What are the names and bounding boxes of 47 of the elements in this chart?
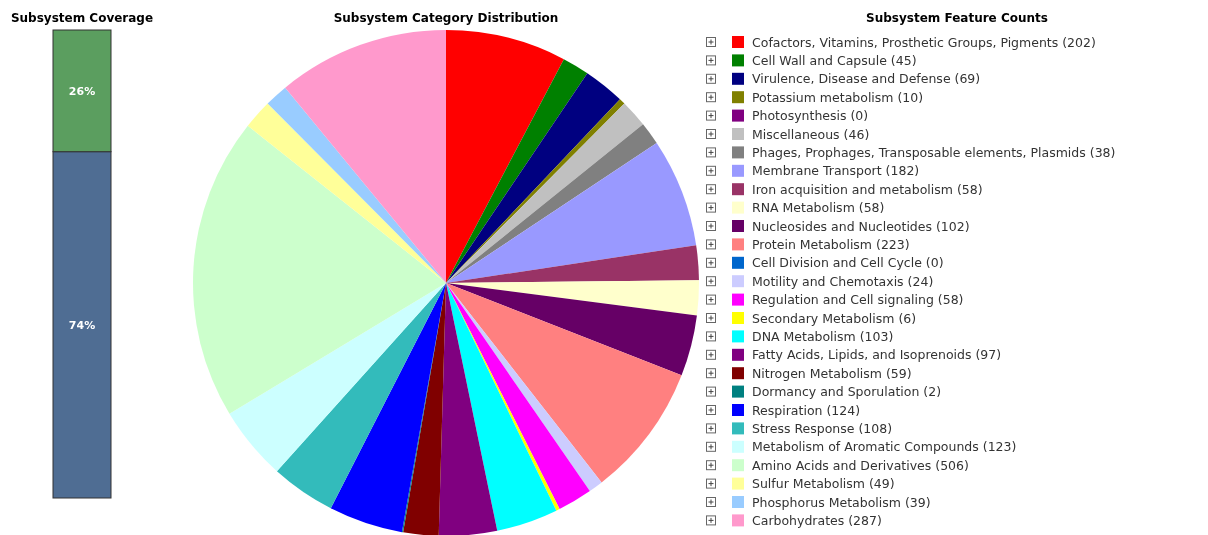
legend-label: Cell Wall and Capsule (45) <box>752 52 917 68</box>
pie-slice <box>330 283 446 533</box>
legend-label: Metabolism of Aromatic Compounds (123) <box>752 439 1017 455</box>
pie-slice <box>446 283 682 483</box>
pie-slice <box>446 142 697 283</box>
pie-slice <box>438 283 498 535</box>
data-label: 74% <box>68 318 96 332</box>
legend-label: Stress Response (108) <box>752 420 893 436</box>
legend-label: DNA Metabolism (103) <box>752 328 894 344</box>
legend-label: Miscellaneous (46) <box>752 126 870 142</box>
legend-title: Subsystem Feature Counts <box>866 11 1048 25</box>
legend-label: Secondary Metabolism (6) <box>752 310 917 326</box>
legend-label: Amino Acids and Derivatives (506) <box>752 457 969 473</box>
pie-slice <box>446 59 588 283</box>
pie-slice <box>446 283 697 376</box>
pie-slice <box>285 30 446 283</box>
pie-slice <box>446 245 699 283</box>
data-label: 26% <box>68 84 96 98</box>
legend-label: Nitrogen Metabolism (59) <box>752 365 912 381</box>
legend-label: Regulation and Cell signaling (58) <box>752 292 964 308</box>
legend-label: Potassium metabolism (10) <box>752 89 924 105</box>
pie-slice <box>276 283 446 509</box>
legend-label: Photosynthesis (0) <box>752 108 869 124</box>
legend-label: Phosphorus Metabolism (39) <box>752 494 931 510</box>
legend-label: Nucleosides and Nucleotides (102) <box>752 218 970 234</box>
legend-label: Fatty Acids, Lipids, and Isoprenoids (97) <box>752 347 1002 363</box>
legend-label: Respiration (124) <box>752 402 861 418</box>
legend-label: Cell Division and Cell Cycle (0) <box>752 255 944 271</box>
legend-label: Carbohydrates (287) <box>752 512 882 528</box>
legend-label: Motility and Chemotaxis (24) <box>752 273 934 289</box>
pie-slice <box>446 124 657 283</box>
pie-slice <box>247 103 446 283</box>
legend-label: Dormancy and Sporulation (2) <box>752 384 942 400</box>
legend-label: Cofactors, Vitamins, Prosthetic Groups, Pigments (202) <box>752 34 1096 50</box>
pie-slice <box>446 30 564 283</box>
pie-slice <box>193 125 446 414</box>
pie-slice <box>267 87 446 283</box>
chart-title: Subsystem Category Distribution <box>333 11 559 25</box>
legend-label: Protein Metabolism (223) <box>752 236 910 252</box>
chart-title: Subsystem Coverage <box>10 11 154 25</box>
legend-label: RNA Metabolism (58) <box>752 200 885 216</box>
legend-label: Virulence, Disease and Defense (69) <box>752 71 981 87</box>
pie-slice <box>229 283 446 472</box>
legend-label: Phages, Prophages, Transposable elements, Plasmids (38) <box>752 144 1116 160</box>
legend-label: Iron acquisition and metabolism (58) <box>752 181 983 197</box>
legend-label: Sulfur Metabolism (49) <box>752 476 895 492</box>
legend-label: Membrane Transport (182) <box>752 163 920 179</box>
